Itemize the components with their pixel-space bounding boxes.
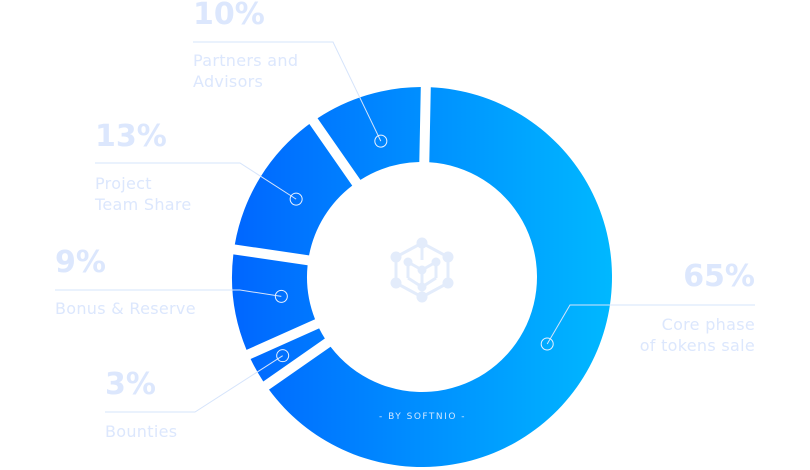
slice-label-bounties: Bounties [105, 422, 178, 441]
slice-label-core: Core phase of tokens sale [640, 314, 755, 356]
slice-value-project: 13% [95, 119, 167, 154]
label-line: Partners and [193, 51, 299, 70]
label-line: Advisors [193, 72, 264, 91]
slice-label-partners: Partners and Advisors [193, 50, 298, 92]
leader-dot-bounties [276, 349, 290, 363]
slice-bounties [250, 328, 325, 382]
leader-dot-partners [374, 134, 388, 148]
leader-line-core [546, 304, 755, 345]
leader-dot-core [540, 337, 554, 351]
slice-project [234, 123, 353, 256]
label-line: Core phase [661, 315, 755, 334]
leader-line-partners [193, 41, 382, 142]
label-line: Team Share [95, 195, 192, 214]
leader-line-bounties [105, 355, 283, 413]
slice-partners [317, 87, 421, 180]
leader-dot-bonus [274, 289, 288, 303]
leader-line-bonus [55, 289, 282, 297]
label-line: Project [95, 174, 152, 193]
slice-label-bonus: Bonus & Reserve [55, 299, 196, 318]
hexagon-network-icon [390, 237, 454, 303]
leader-line-project [95, 162, 297, 200]
slice-bonus [232, 254, 316, 350]
slice-core [268, 87, 613, 468]
label-line: of tokens sale [639, 336, 755, 355]
footer-brand: - BY SOFTNIO - [378, 412, 467, 422]
slice-value-core: 65% [683, 259, 755, 294]
slice-value-bonus: 9% [55, 245, 106, 280]
slice-label-project: Project Team Share [95, 173, 192, 215]
leader-dot-project [289, 192, 303, 206]
slice-value-bounties: 3% [105, 367, 156, 402]
slice-value-partners: 10% [193, 0, 265, 32]
